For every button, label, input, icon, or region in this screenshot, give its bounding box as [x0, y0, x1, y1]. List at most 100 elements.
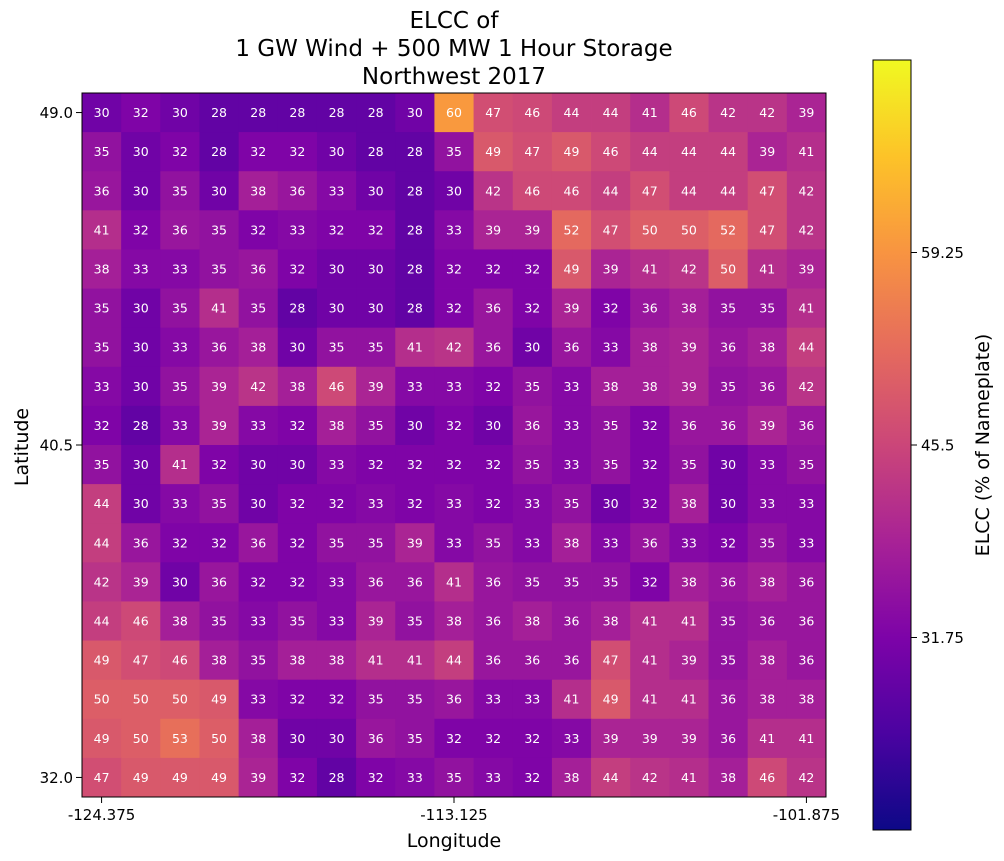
- cell-value-label: 47: [603, 222, 619, 237]
- heatmap-cell: [82, 327, 122, 368]
- cell-value-label: 36: [94, 183, 110, 198]
- cell-value-label: 38: [603, 379, 619, 394]
- heatmap-cell: [277, 405, 318, 446]
- cell-value-label: 33: [485, 692, 501, 707]
- heatmap-cell: [316, 679, 357, 720]
- heatmap-cell: [356, 445, 396, 485]
- heatmap-cell: [356, 327, 396, 368]
- heatmap-cell: [121, 640, 161, 681]
- cell-value-label: 35: [446, 144, 462, 159]
- cell-value-label: 44: [720, 144, 736, 159]
- cell-value-label: 33: [524, 496, 540, 511]
- heatmap-cell: [708, 640, 749, 681]
- cell-value-label: 42: [642, 770, 658, 785]
- heatmap-cell: [473, 171, 514, 211]
- heatmap-cell: [82, 601, 122, 641]
- cell-value-label: 39: [642, 731, 658, 746]
- heatmap-cell: [512, 523, 553, 563]
- cell-value-label: 38: [642, 340, 658, 355]
- cell-value-label: 32: [211, 457, 227, 472]
- cell-value-label: 46: [329, 379, 345, 394]
- heatmap-cell: [395, 93, 435, 133]
- cell-value-label: 46: [759, 770, 775, 785]
- cell-value-label: 36: [798, 614, 814, 629]
- heatmap-cell: [356, 288, 396, 329]
- cell-value-label: 32: [329, 222, 345, 237]
- cell-value-label: 36: [564, 340, 580, 355]
- cell-value-label: 33: [603, 340, 619, 355]
- cell-value-label: 49: [564, 262, 580, 277]
- cell-value-label: 36: [133, 535, 149, 550]
- cell-value-label: 32: [642, 418, 658, 433]
- cell-value-label: 41: [642, 692, 658, 707]
- heatmap-cell: [160, 601, 200, 641]
- heatmap-cell: [316, 718, 357, 759]
- heatmap-cell: [708, 210, 749, 250]
- cell-value-label: 49: [211, 692, 227, 707]
- cell-value-label: 30: [603, 496, 619, 511]
- cell-value-label: 33: [172, 418, 188, 433]
- cell-value-label: 30: [720, 496, 736, 511]
- cell-value-label: 35: [329, 340, 345, 355]
- heatmap-cell: [512, 405, 553, 446]
- heatmap-cell: [630, 327, 670, 368]
- cell-value-label: 38: [642, 379, 658, 394]
- cell-value-label: 30: [289, 457, 305, 472]
- cell-value-label: 30: [368, 183, 384, 198]
- heatmap-cell: [356, 405, 396, 446]
- cell-value-label: 33: [407, 770, 423, 785]
- heatmap-cell: [277, 562, 318, 602]
- heatmap-cell: [786, 366, 827, 407]
- cell-value-label: 38: [603, 614, 619, 629]
- heatmap-cell: [512, 132, 553, 172]
- heatmap-cell: [356, 171, 396, 211]
- cell-value-label: 44: [446, 653, 462, 668]
- heatmap-cell: [238, 93, 279, 133]
- heatmap-cell: [512, 640, 553, 681]
- cell-value-label: 44: [564, 105, 580, 120]
- heatmap-cell: [591, 405, 631, 446]
- heatmap-cell: [160, 288, 200, 329]
- heatmap-cell: [434, 93, 474, 133]
- cell-value-label: 39: [798, 262, 814, 277]
- cell-value-label: 33: [798, 535, 814, 550]
- cell-value-label: 42: [798, 770, 814, 785]
- cell-value-label: 28: [289, 301, 305, 316]
- heatmap-cell: [160, 327, 200, 368]
- heatmap-cell: [786, 640, 827, 681]
- heatmap-cell: [238, 171, 279, 211]
- heatmap-cell: [356, 601, 396, 641]
- cell-value-label: 36: [564, 653, 580, 668]
- heatmap-cell: [747, 210, 788, 250]
- cell-value-label: 42: [798, 222, 814, 237]
- heatmap-cell: [199, 405, 240, 446]
- heatmap-cell: [121, 327, 161, 368]
- cell-value-label: 42: [759, 105, 775, 120]
- heatmap-cell: [121, 249, 161, 289]
- heatmap-cell: [551, 601, 592, 641]
- heatmap-cell: [551, 445, 592, 485]
- heatmap-cell: [434, 562, 474, 602]
- cell-value-label: 32: [368, 457, 384, 472]
- chart-title-line-2: 1 GW Wind + 500 MW 1 Hour Storage: [235, 36, 672, 62]
- heatmap-cell: [708, 718, 749, 759]
- cell-value-label: 30: [250, 496, 266, 511]
- cell-value-label: 32: [524, 731, 540, 746]
- heatmap-cell: [669, 288, 709, 329]
- heatmap-cell: [82, 757, 122, 798]
- heatmap-cell: [669, 249, 709, 289]
- cell-value-label: 46: [564, 183, 580, 198]
- cell-value-label: 35: [368, 692, 384, 707]
- cell-value-label: 50: [720, 262, 736, 277]
- cell-value-label: 33: [329, 183, 345, 198]
- cell-value-label: 30: [133, 301, 149, 316]
- cell-value-label: 41: [759, 262, 775, 277]
- cell-value-label: 32: [329, 496, 345, 511]
- heatmap-cell: [121, 757, 161, 798]
- heatmap-cell: [277, 366, 318, 407]
- heatmap-cell: [395, 132, 435, 172]
- heatmap-cell: [630, 445, 670, 485]
- heatmap-cell: [591, 366, 631, 407]
- heatmap-cell: [277, 445, 318, 485]
- heatmap-cell: [708, 445, 749, 485]
